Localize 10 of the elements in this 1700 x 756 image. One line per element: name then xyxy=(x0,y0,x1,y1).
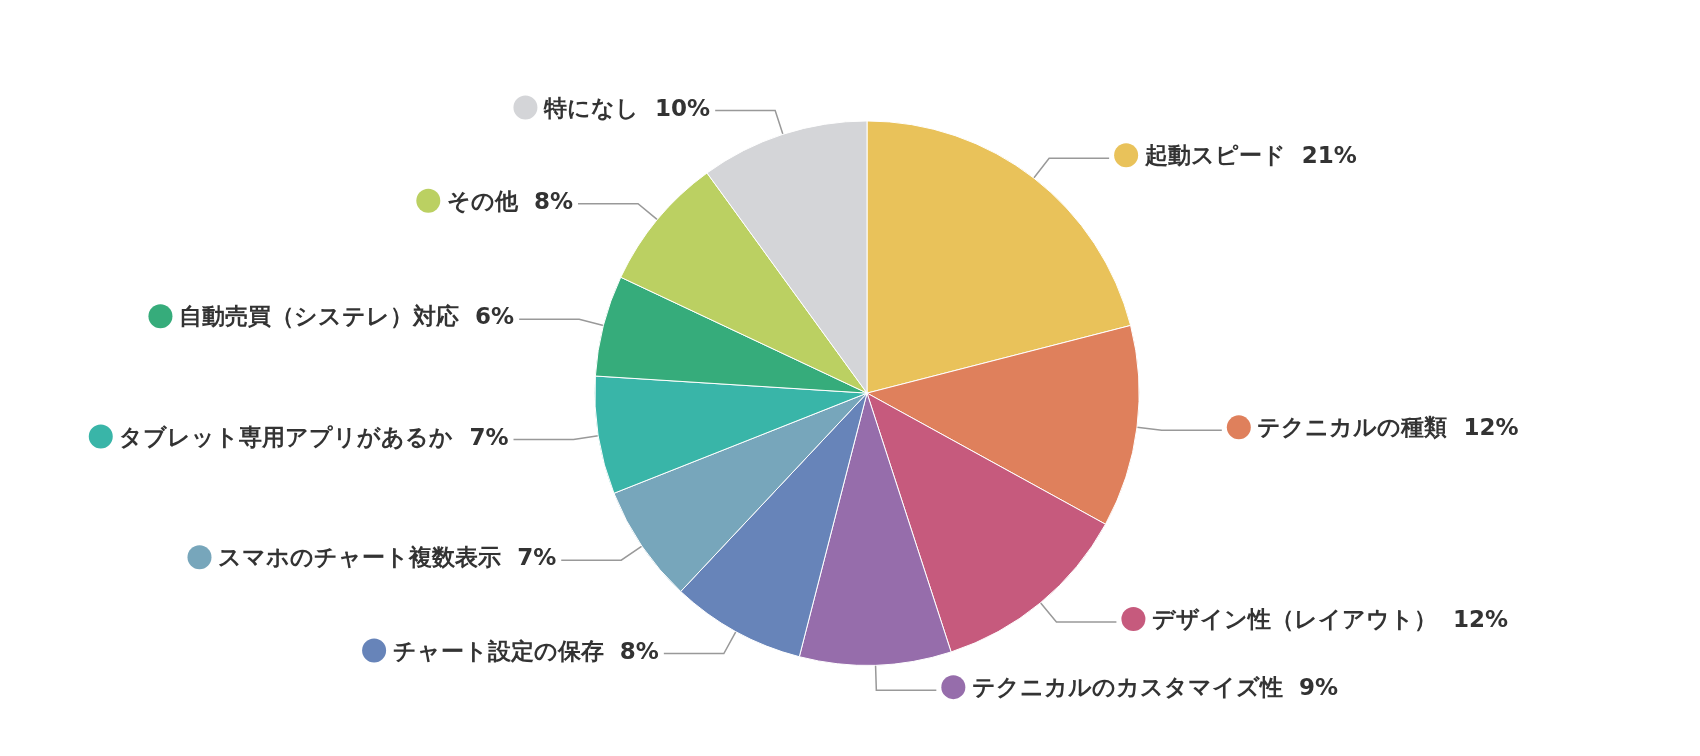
legend-label: タブレット専用アプリがあるか 7% xyxy=(119,423,509,450)
legend-label: その他 8% xyxy=(446,187,574,214)
legend-label: デザイン性（レイアウト） 12% xyxy=(1152,606,1509,633)
legend-label: 自動売買（システレ）対応 6% xyxy=(179,303,515,330)
legend-label: スマホのチャート複数表示 7% xyxy=(218,544,557,571)
legend-label: チャート設定の保存 8% xyxy=(392,637,659,664)
legend-label: 特になし 10% xyxy=(543,94,711,121)
legend-label: テクニカルのカスタマイズ性 9% xyxy=(972,674,1339,701)
legend-label: テクニカルの種類 12% xyxy=(1257,414,1519,441)
legend-label: 起動スピード 21% xyxy=(1143,142,1357,169)
